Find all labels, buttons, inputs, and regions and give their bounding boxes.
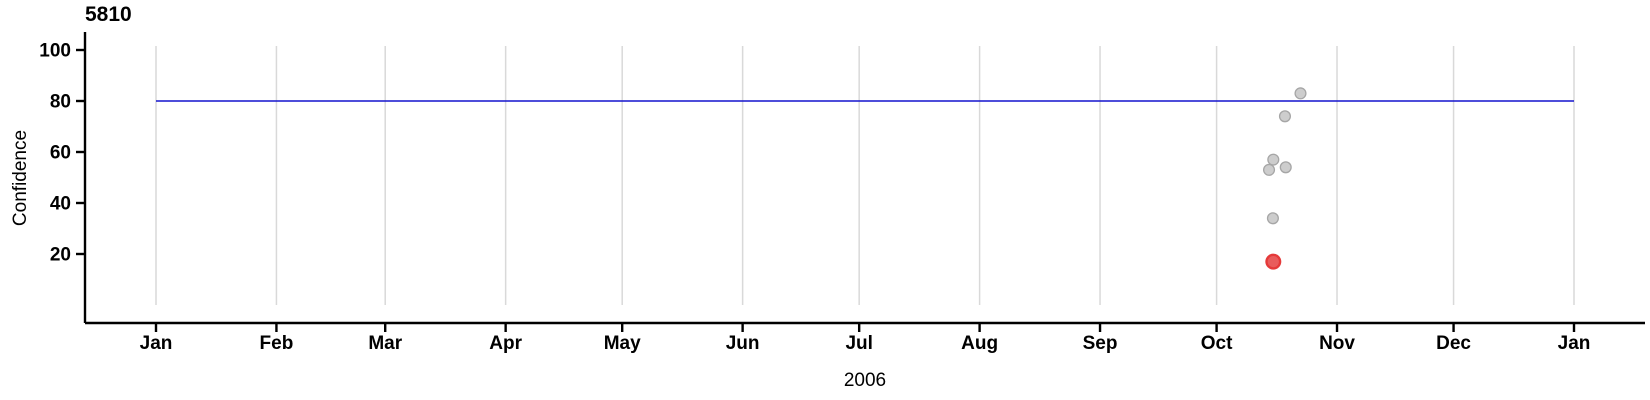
data-point xyxy=(1267,153,1280,166)
y-axis-label: Confidence xyxy=(10,130,31,226)
x-tick-label: Nov xyxy=(1319,333,1355,354)
x-tick-label: Aug xyxy=(961,333,998,354)
y-tick-label: 100 xyxy=(39,41,71,62)
data-point xyxy=(1262,163,1276,176)
y-tick-label: 40 xyxy=(50,194,71,215)
data-point xyxy=(1266,212,1279,225)
data-point xyxy=(1278,110,1292,123)
data-points-group xyxy=(1262,87,1307,270)
gridlines xyxy=(155,46,1575,305)
x-tick-label: May xyxy=(604,333,641,354)
x-tick-label: Jan xyxy=(1558,333,1591,354)
y-tick-label: 20 xyxy=(50,245,71,266)
highlighted-data-point xyxy=(1265,253,1282,270)
data-point xyxy=(1279,161,1292,174)
x-tick-label: Oct xyxy=(1201,333,1233,354)
data-point xyxy=(1294,87,1307,100)
x-tick-label: Jan xyxy=(140,333,173,354)
chart-title: 5810 xyxy=(85,3,132,26)
x-axis-label-year: 2006 xyxy=(844,370,886,391)
x-tick-label: Jun xyxy=(726,333,760,354)
x-tick-label: Feb xyxy=(260,333,294,354)
y-tick-label: 60 xyxy=(50,143,71,164)
x-tick-label: Jul xyxy=(845,333,872,354)
x-tick-label: Sep xyxy=(1083,333,1118,354)
x-tick-label: Dec xyxy=(1436,333,1471,354)
x-tick-label: Apr xyxy=(489,333,522,354)
x-tick-label: Mar xyxy=(368,333,402,354)
tick-labels: 20 40 60 80 100 Jan Feb Mar Apr May Jun Jul Aug Sep Oc… xyxy=(39,41,1590,355)
axes xyxy=(76,32,1645,332)
y-tick-label: 80 xyxy=(50,92,71,113)
